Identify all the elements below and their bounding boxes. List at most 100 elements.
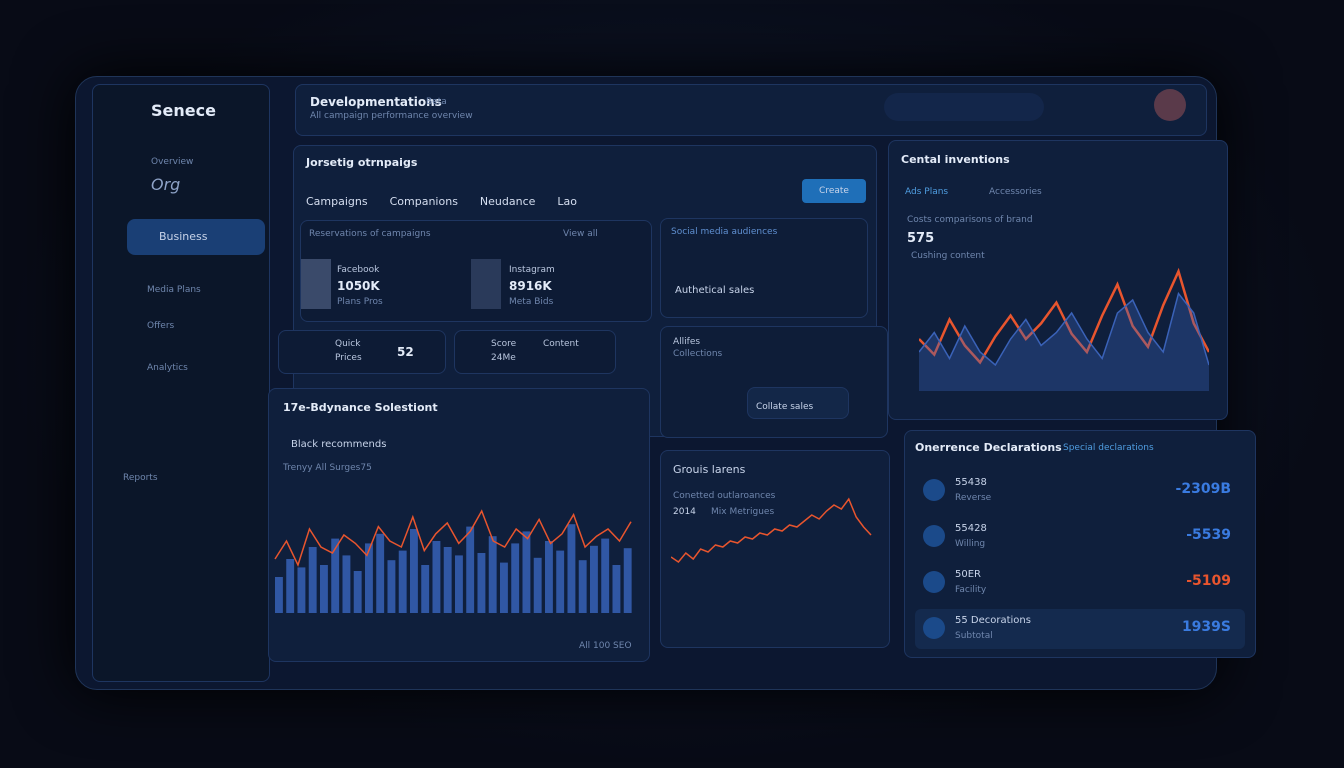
campaigns-title: Jorsetig otrnpaigs [306,156,418,169]
growth-legend: Mix Metrigues [711,507,775,517]
bar [398,550,407,613]
card-sub: Meta Bids [509,297,554,307]
avatar[interactable] [1154,89,1186,121]
line [671,497,872,564]
dynamics-chart [274,509,632,613]
create-button[interactable]: Create [802,179,866,203]
growth-chart [671,497,872,564]
search[interactable] [884,93,1044,121]
row-value: -5109 [1186,573,1231,589]
card-label: Instagram [509,265,555,275]
growth-panel: Grouis larens Conetted outlaroances 2014… [660,450,890,648]
bar [556,550,565,613]
bar [567,524,576,613]
bar [342,555,351,613]
tab[interactable]: Neudance [479,195,536,208]
bar [601,538,610,613]
row-sub: Reverse [955,493,992,503]
line-group [274,509,632,568]
nav-item[interactable]: Analytics [147,363,188,373]
map-title: Allifes [673,337,701,347]
bar [443,547,452,613]
map-panel: Allifes Collections Collate sales [660,326,888,438]
bar [590,545,598,613]
bar [275,577,283,613]
declarations-link[interactable]: Special declarations [1063,443,1154,453]
card-label: Facebook [337,265,380,275]
card-value: 1050K [337,279,380,293]
bar [455,555,463,613]
bar [500,562,508,613]
bar [320,565,328,613]
mini-label: Score [491,339,517,349]
declaration-row[interactable]: 50ER Facility -5109 [915,563,1245,603]
header: Developmentations Beta All campaign perf… [295,84,1207,136]
dynamics-title: 17e-Bdynance Solestiont [283,401,438,414]
row-sub: Subtotal [955,631,993,641]
sidebar: Senece Overview Org Business Media Plans… [92,84,270,682]
tab[interactable]: Campaigns [306,195,368,208]
map-badge: Collate sales [747,387,849,419]
nav-item[interactable]: Offers [147,321,175,331]
bar [466,526,475,613]
map-label: Authetical sales [675,285,755,296]
line [919,267,1209,365]
row-value: 1939S [1181,619,1231,635]
line [274,509,632,568]
mini-sub: 24Me [491,353,516,363]
map-title: Social media audiences [671,227,778,237]
row-name: 55428 [955,523,987,534]
mini-sub: Prices [335,353,362,363]
bar [365,543,373,613]
header-tag: Beta [426,97,447,107]
declarations-title: Onerrence Declarations [915,441,1062,454]
mini-num: 52 [397,345,414,359]
row-icon [923,479,945,501]
header-subtitle: All campaign performance overview [310,111,473,121]
tab[interactable]: Companions [389,195,458,208]
row-value: -2309B [1175,481,1231,497]
bar [432,541,441,613]
declaration-row[interactable]: 55438 Reverse -2309B [915,471,1245,511]
declaration-row[interactable]: 55428 Willing -5539 [915,517,1245,557]
dynamics-panel: 17e-Bdynance Solestiont Black recommends… [268,388,650,662]
list-action[interactable]: View all [563,229,598,239]
mini-card: Quick Prices 52 [278,330,446,374]
line [919,291,1209,367]
mini-card: Score 24Me Content [454,330,616,374]
tab[interactable]: Ads Plans [905,187,949,197]
row-name: 55 Decorations [955,615,1031,626]
bar [376,533,385,613]
row-icon [923,571,945,593]
row-value: -5539 [1186,527,1231,543]
inventory-title: Cental inventions [901,153,1010,166]
bar [421,565,430,613]
nav-item[interactable]: Reports [123,473,158,483]
inventory-chart [919,267,1209,391]
nav-item[interactable]: Media Plans [147,285,201,295]
row-name: 55438 [955,477,987,488]
mini-label: Quick [335,339,361,349]
card-value: 8916K [509,279,552,293]
bar [545,541,553,613]
bar [286,559,295,613]
row-icon [923,525,945,547]
inventory-value: 575 [907,231,935,246]
active-item[interactable] [127,219,265,255]
inventory-caption: Costs comparisons of brand [907,215,1033,225]
declarations-panel: Onerrence Declarations Special declarati… [904,430,1256,658]
bar [297,567,306,613]
declaration-row[interactable]: 55 Decorations Subtotal 1939S [915,609,1245,649]
inventory-panel: Cental inventions Ads Plans Accessories … [888,140,1228,420]
nav-item[interactable]: Business [159,230,208,243]
growth-value: 2014 [673,507,696,517]
tab[interactable]: Lao [557,195,578,208]
row-icon [923,617,945,639]
org: Org [151,175,181,194]
bar [477,553,486,613]
tab[interactable]: Accessories [989,187,1042,197]
bar [578,560,587,613]
list-title: Reservations of campaigns [309,229,431,239]
section: Overview [151,157,194,167]
